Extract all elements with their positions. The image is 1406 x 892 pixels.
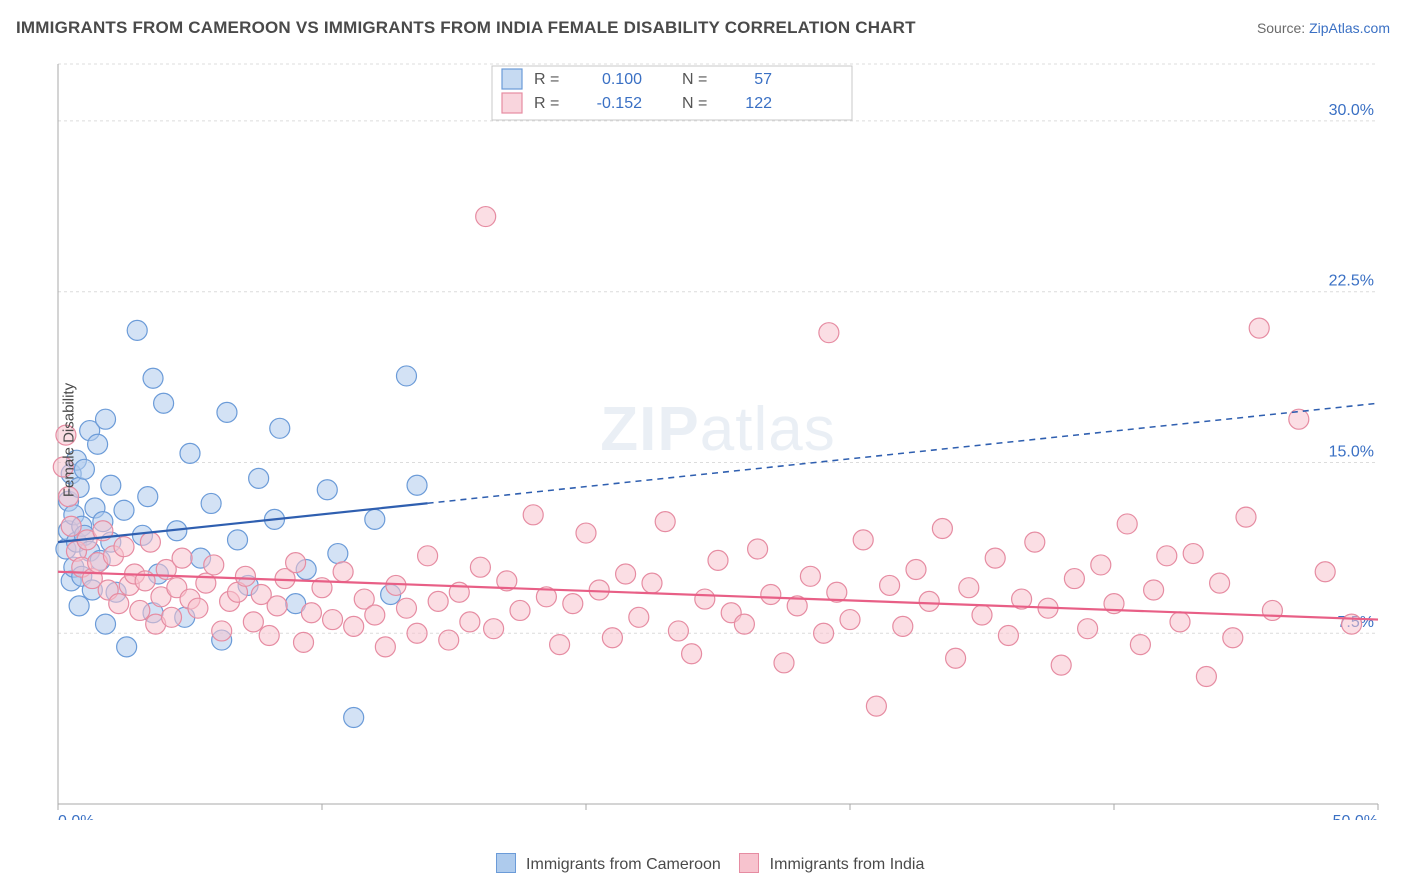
svg-text:30.0%: 30.0% [1329, 102, 1374, 119]
legend-label-india: Immigrants from India [770, 856, 925, 873]
svg-text:122: 122 [745, 95, 772, 112]
svg-text:22.5%: 22.5% [1329, 273, 1374, 290]
svg-text:N =: N = [682, 71, 707, 88]
legend-swatch-cameroon [496, 853, 516, 873]
source-block: Source: ZipAtlas.com [1257, 20, 1390, 36]
chart-container: Female Disability 7.5%15.0%22.5%30.0%0.0… [42, 60, 1390, 820]
bottom-legend: Immigrants from Cameroon Immigrants from… [0, 853, 1406, 874]
svg-text:0.100: 0.100 [602, 71, 642, 88]
svg-text:0.0%: 0.0% [58, 813, 94, 820]
svg-text:N =: N = [682, 95, 707, 112]
legend-label-cameroon: Immigrants from Cameroon [526, 856, 721, 873]
svg-text:-0.152: -0.152 [597, 95, 642, 112]
scatter-chart: 7.5%15.0%22.5%30.0%0.0%50.0%ZIPatlasR =0… [42, 60, 1390, 820]
source-label: Source: [1257, 20, 1305, 36]
y-axis-label: Female Disability [61, 383, 78, 497]
svg-text:50.0%: 50.0% [1333, 813, 1378, 820]
svg-text:57: 57 [754, 71, 772, 88]
svg-text:15.0%: 15.0% [1329, 443, 1374, 460]
svg-text:R =: R = [534, 71, 559, 88]
chart-title: IMMIGRANTS FROM CAMEROON VS IMMIGRANTS F… [16, 18, 916, 37]
legend-swatch-india [739, 853, 759, 873]
svg-text:ZIPatlas: ZIPatlas [600, 395, 835, 464]
source-link[interactable]: ZipAtlas.com [1309, 20, 1390, 36]
svg-text:R =: R = [534, 95, 559, 112]
